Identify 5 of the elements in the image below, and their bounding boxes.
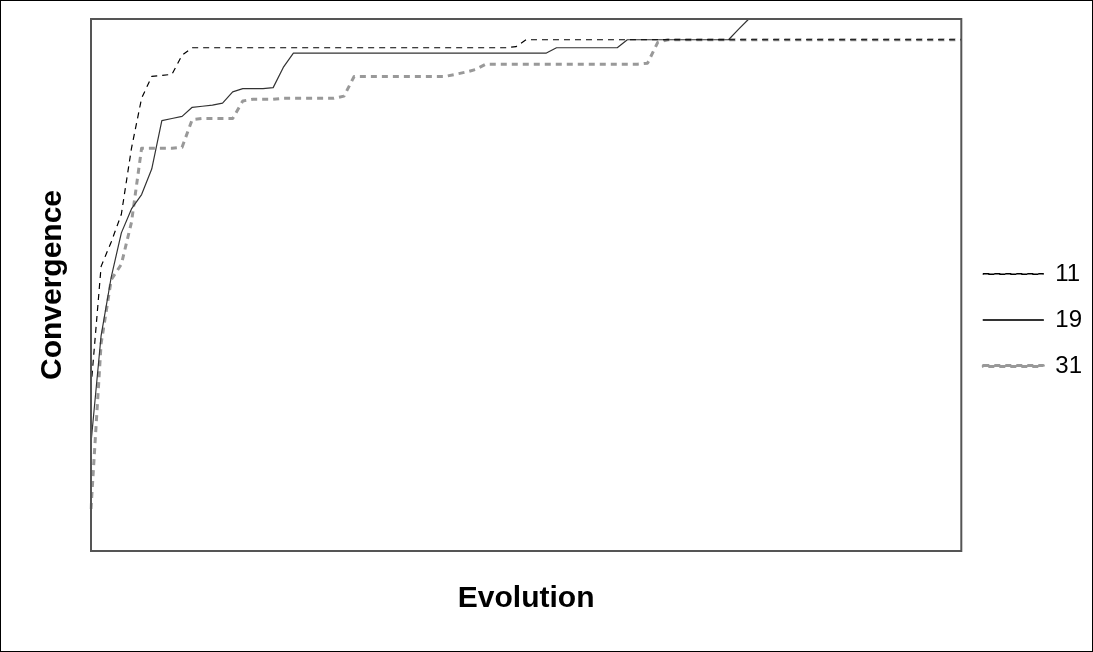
legend-label: 31	[1055, 350, 1083, 378]
x-axis-title: Evolution	[457, 580, 595, 614]
legend-label: 19	[1055, 304, 1083, 332]
legend-label: 11	[1055, 258, 1081, 286]
y-axis-title: Convergence	[34, 189, 68, 381]
